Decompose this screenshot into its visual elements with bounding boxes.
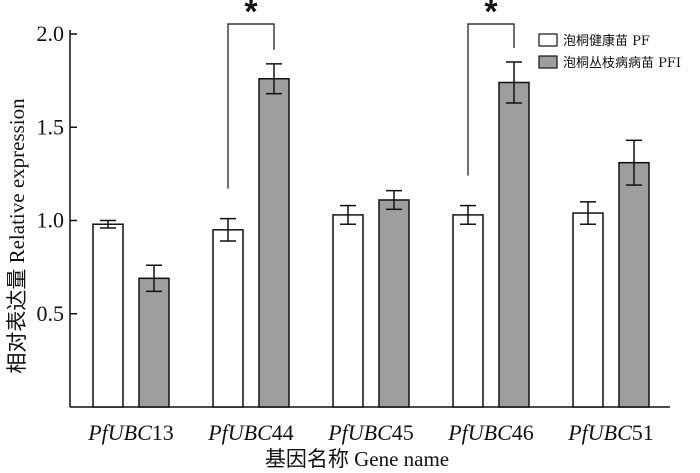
- bar-pf: [452, 214, 484, 408]
- y-tick-label: 1.5: [37, 114, 65, 139]
- significance-star: *: [484, 0, 498, 31]
- x-tick-label: PfUBC45: [327, 420, 414, 445]
- x-tick-label: PfUBC44: [207, 420, 294, 445]
- significance-star: *: [244, 0, 258, 31]
- x-axis-title: 基因名称 Gene name: [265, 447, 449, 471]
- legend: 泡桐健康苗 PF 泡桐丛枝病病苗 PFI: [538, 33, 681, 71]
- x-tick-labels: PfUBC13 PfUBC44 PfUBC45 PfUBC46 PfUBC51: [87, 420, 654, 445]
- gene-number: 51: [632, 420, 654, 445]
- significance-bracket: [467, 23, 515, 176]
- bar-pfi: [498, 81, 530, 408]
- gene-name-italic: PfUBC: [567, 420, 632, 445]
- significance-brackets: * *: [227, 0, 515, 189]
- gene-name-italic: PfUBC: [447, 420, 512, 445]
- gene-number: 44: [272, 420, 294, 445]
- bars: [92, 61, 650, 408]
- gene-name-italic: PfUBC: [327, 420, 392, 445]
- gene-name-italic: PfUBC: [207, 420, 272, 445]
- y-tick-label: 0.5: [37, 301, 65, 326]
- y-tick-label: 2.0: [37, 21, 65, 46]
- bar-pfi: [378, 199, 410, 408]
- bar-pf: [572, 212, 604, 408]
- bar-pfi: [258, 78, 290, 408]
- bar-pf: [92, 223, 124, 408]
- x-tick-label: PfUBC13: [87, 420, 174, 445]
- gene-number: 45: [392, 420, 414, 445]
- x-tick-label: PfUBC46: [447, 420, 534, 445]
- gene-number: 46: [512, 420, 534, 445]
- significance-bracket: [227, 23, 275, 189]
- bar-pf: [212, 229, 244, 408]
- y-axis-title: 相对表达量 Relative expression: [5, 98, 29, 374]
- bar-pfi: [138, 277, 170, 408]
- bar-pf: [332, 214, 364, 408]
- legend-swatch: [538, 55, 558, 69]
- axes: [69, 30, 670, 408]
- legend-label: 泡桐丛枝病病苗 PFI: [563, 56, 681, 71]
- y-tick-label: 1.0: [37, 208, 65, 233]
- bar-pfi: [618, 161, 650, 408]
- legend-label: 泡桐健康苗 PF: [563, 33, 650, 49]
- gene-number: 13: [152, 420, 174, 445]
- legend-swatch: [538, 33, 558, 47]
- y-ticks: 0.5 1.0 1.5 2.0: [37, 21, 77, 326]
- x-tick-label: PfUBC51: [567, 420, 654, 445]
- gene-name-italic: PfUBC: [87, 420, 152, 445]
